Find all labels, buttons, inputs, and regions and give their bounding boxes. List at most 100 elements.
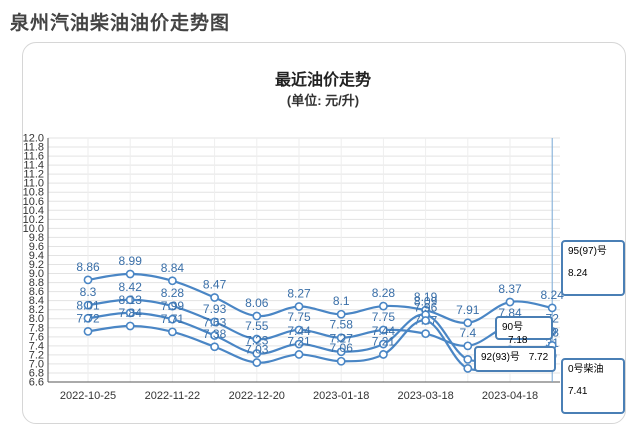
data-point-90 xyxy=(83,313,93,323)
data-label-diesel: 7.71 xyxy=(161,312,185,326)
x-tick-label: 2022-12-20 xyxy=(229,390,285,402)
tooltip-diesel-label: 0号柴油 xyxy=(568,364,604,375)
data-point-95 xyxy=(83,275,93,285)
data-point-diesel xyxy=(83,326,93,336)
data-point-95 xyxy=(463,318,473,328)
y-tick-label: 9.0 xyxy=(29,268,44,280)
data-label-diesel: 7.84 xyxy=(119,306,143,320)
tooltip-diesel: 0号柴油 7.41 xyxy=(561,358,625,414)
data-label-90: 8.09 xyxy=(414,295,438,309)
tooltip-95-value: 8.24 xyxy=(568,268,588,279)
data-point-90 xyxy=(336,347,346,357)
tooltip-92-value: 7.72 xyxy=(528,352,549,363)
data-label-90: 7.63 xyxy=(203,315,227,329)
data-point-92 xyxy=(125,295,135,305)
y-tick-label: 8.6 xyxy=(29,286,44,298)
y-tick-label: 6.8 xyxy=(29,367,44,379)
data-label-95: 8.27 xyxy=(287,287,311,301)
tooltip-90-label: 90号 xyxy=(502,322,524,333)
data-point-92 xyxy=(83,300,93,310)
data-point-diesel xyxy=(210,342,219,352)
tooltip-90: 90号 7.18 xyxy=(495,316,553,346)
data-label-95: 8.84 xyxy=(161,261,185,275)
y-tick-label: 10.8 xyxy=(23,187,44,199)
y-tick-label: 11.0 xyxy=(23,178,44,190)
data-label-92: 7.75 xyxy=(372,310,396,324)
y-tick-label: 11.8 xyxy=(23,142,44,154)
y-tick-label: 9.8 xyxy=(29,232,44,244)
y-tick-label: 8.8 xyxy=(29,277,44,289)
data-point-diesel xyxy=(294,350,304,359)
data-point-90 xyxy=(294,339,304,349)
data-label-95: 8.37 xyxy=(498,282,522,296)
tooltip-95-label: 95(97)号 xyxy=(568,246,607,257)
data-label-92: 7.75 xyxy=(287,310,311,324)
data-point-diesel xyxy=(252,358,262,367)
data-label-92: 7.55 xyxy=(245,319,269,333)
y-tick-label: 8.2 xyxy=(29,304,44,316)
x-tick-label: 2022-11-22 xyxy=(145,390,200,402)
data-label-95: 8.47 xyxy=(203,278,227,292)
page-heading: 泉州汽油柴油油价走势图 xyxy=(10,13,231,34)
data-point-92 xyxy=(294,325,304,335)
data-label-95: 8.06 xyxy=(245,296,269,310)
data-label-90: 7.44 xyxy=(372,324,396,338)
data-point-90 xyxy=(167,314,177,324)
y-tick-label: 7.0 xyxy=(29,358,44,370)
data-label-95: 8.1 xyxy=(333,294,350,308)
data-label-92: 7.4 xyxy=(459,326,476,340)
y-tick-label: 10.6 xyxy=(23,196,44,208)
y-tick-label: 11.6 xyxy=(23,151,44,163)
data-point-95 xyxy=(252,311,262,321)
data-label-92: 7.93 xyxy=(203,302,227,316)
x-tick-label: 2023-01-18 xyxy=(313,390,369,402)
data-label-diesel: 7.03 xyxy=(245,343,269,357)
data-point-90 xyxy=(463,355,473,364)
y-tick-label: 9.4 xyxy=(29,250,44,262)
data-label-95: 8.99 xyxy=(119,254,143,268)
data-point-diesel xyxy=(125,321,135,331)
y-tick-label: 10.2 xyxy=(23,214,44,226)
x-tick-label: 2023-04-18 xyxy=(482,390,538,402)
y-tick-label: 7.4 xyxy=(29,340,44,352)
y-tick-label: 6.6 xyxy=(29,377,44,389)
y-tick-label: 9.2 xyxy=(29,259,44,271)
data-point-diesel xyxy=(167,327,177,337)
data-point-95 xyxy=(547,303,557,313)
tooltip-90-value: 7.18 xyxy=(508,335,528,346)
data-point-diesel xyxy=(336,356,346,366)
data-point-92 xyxy=(421,329,430,339)
y-tick-label: 8.0 xyxy=(29,313,44,325)
y-tick-label: 8.4 xyxy=(29,295,44,307)
data-point-90 xyxy=(378,339,388,349)
tooltip-diesel-value: 7.41 xyxy=(568,386,588,397)
data-point-95 xyxy=(378,301,388,311)
data-point-90 xyxy=(125,308,135,318)
data-point-95 xyxy=(505,297,515,307)
data-point-92 xyxy=(210,317,219,327)
data-label-90: 8.13 xyxy=(119,293,143,307)
x-tick-label: 2023-03-18 xyxy=(397,390,453,402)
data-label-92: 8.3 xyxy=(80,285,97,299)
data-label-diesel: 7.21 xyxy=(287,334,311,348)
y-tick-label: 12.0 xyxy=(23,133,44,145)
y-tick-label: 7.6 xyxy=(29,331,44,343)
data-label-92: 8.42 xyxy=(119,280,143,294)
data-label-95: 8.86 xyxy=(76,260,100,274)
data-label-90: 7.27 xyxy=(330,332,354,346)
data-point-diesel xyxy=(463,364,473,373)
data-label-95: 8.19 xyxy=(414,290,438,304)
data-label-diesel: 7.06 xyxy=(330,341,354,355)
data-point-95 xyxy=(167,276,177,286)
tooltip-95: 95(97)号 8.24 xyxy=(561,240,625,296)
x-tick-label: 2022-10-25 xyxy=(60,390,116,402)
data-label-diesel: 7.38 xyxy=(203,327,227,341)
tooltip-92-label: 92(93)号 xyxy=(481,352,520,363)
y-tick-label: 9.6 xyxy=(29,241,44,253)
data-label-90: 7.23 xyxy=(245,334,269,348)
data-point-92 xyxy=(252,334,262,344)
data-point-90 xyxy=(210,331,219,340)
data-label-92: 7.58 xyxy=(330,318,354,332)
data-point-92 xyxy=(336,333,346,343)
